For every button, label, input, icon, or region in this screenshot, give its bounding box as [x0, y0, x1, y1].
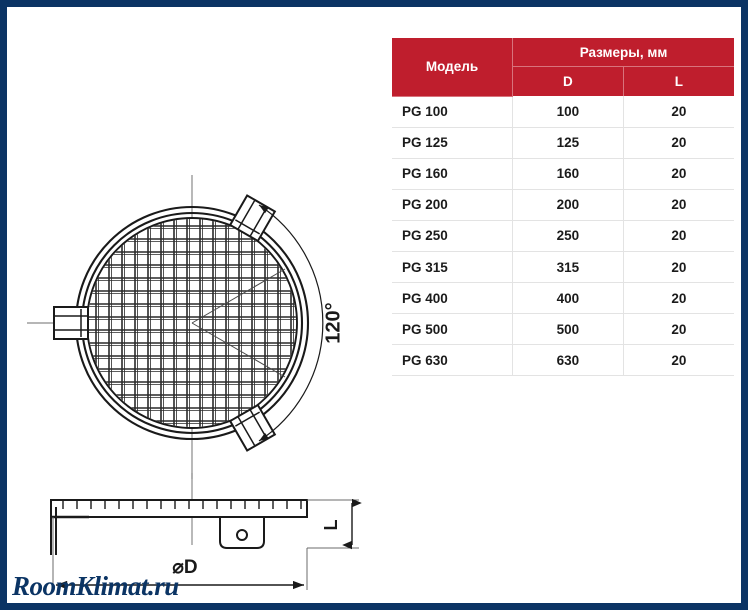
- table-row: PG 100 100 20: [392, 96, 734, 128]
- section-hatching: [62, 500, 302, 509]
- cell-model: PG 250: [392, 220, 513, 252]
- length-dimension: L: [307, 498, 362, 550]
- table-header-row-top: Модель Размеры, мм: [392, 38, 734, 97]
- section-left-flange: [50, 500, 57, 555]
- cell-l: 20: [623, 158, 734, 190]
- cell-l: 20: [623, 282, 734, 315]
- table-header-row-sub: D L: [392, 66, 734, 96]
- cell-d: 400: [512, 282, 624, 315]
- table-row: PG 315 315 20: [392, 251, 734, 284]
- cell-model: PG 500: [392, 313, 513, 346]
- specifications-table: Модель Размеры, мм D L PG 100 100 20 PG …: [392, 38, 734, 377]
- plan-view-grille: 120°: [27, 175, 344, 479]
- section-view-grille: L ⌀D: [50, 473, 362, 590]
- cell-d: 100: [512, 96, 624, 128]
- table-row: PG 630 630 20: [392, 344, 734, 377]
- cell-l: 20: [623, 251, 734, 284]
- cell-model: PG 630: [392, 344, 513, 377]
- angle-dimension-label: 120°: [322, 302, 344, 343]
- table-row: PG 125 125 20: [392, 127, 734, 159]
- angle-radius-upper: [191, 268, 286, 324]
- cell-model: PG 315: [392, 251, 513, 284]
- column-header-d: D: [512, 66, 624, 96]
- table-row: PG 400 400 20: [392, 282, 734, 315]
- cell-d: 160: [512, 158, 624, 190]
- mounting-tab-left: [53, 306, 89, 340]
- cell-d: 500: [512, 313, 624, 346]
- column-header-dimensions: Размеры, мм: [512, 38, 734, 67]
- cell-d: 125: [512, 127, 624, 159]
- cell-l: 20: [623, 344, 734, 377]
- cell-d: 200: [512, 189, 624, 221]
- length-dimension-label: L: [321, 520, 341, 531]
- table-header: Модель Размеры, мм D L: [392, 38, 734, 97]
- cell-model: PG 100: [392, 96, 513, 128]
- mounting-hole: [236, 529, 248, 541]
- cell-model: PG 160: [392, 158, 513, 190]
- table-row: PG 500 500 20: [392, 313, 734, 346]
- cell-l: 20: [623, 220, 734, 252]
- column-header-model: Модель: [392, 38, 513, 97]
- cell-l: 20: [623, 189, 734, 221]
- cell-l: 20: [623, 127, 734, 159]
- cell-d: 250: [512, 220, 624, 252]
- cell-d: 630: [512, 344, 624, 377]
- cell-l: 20: [623, 313, 734, 346]
- angle-dimension-arc: [258, 204, 324, 442]
- cell-model: PG 400: [392, 282, 513, 315]
- diameter-dimension-label: ⌀D: [172, 557, 197, 578]
- angle-radius-lower: [191, 322, 286, 378]
- column-header-l: L: [622, 66, 734, 96]
- section-face-plate: [50, 499, 308, 518]
- table-row: PG 160 160 20: [392, 158, 734, 190]
- cell-model: PG 200: [392, 189, 513, 221]
- technical-drawing: 120°: [27, 175, 362, 590]
- cell-l: 20: [623, 96, 734, 128]
- table-body: PG 100 100 20 PG 125 125 20 PG 160 160 2…: [392, 96, 734, 377]
- diameter-dimension: ⌀D: [52, 517, 308, 590]
- table-row: PG 200 200 20: [392, 189, 734, 221]
- table-row: PG 250 250 20: [392, 220, 734, 252]
- cell-model: PG 125: [392, 127, 513, 159]
- cell-d: 315: [512, 251, 624, 284]
- site-watermark: RoomKlimat.ru: [12, 571, 179, 601]
